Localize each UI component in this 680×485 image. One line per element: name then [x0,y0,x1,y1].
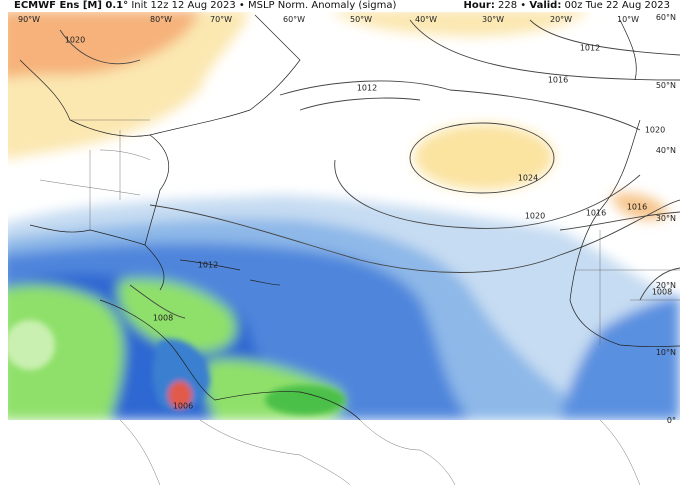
anomaly-field [8,12,680,420]
latitude-label: 60°N [656,13,676,22]
longitude-label: 30°W [482,15,504,24]
contour-label: 1016 [586,209,606,218]
coastlines [19,14,680,420]
latitude-label: 30°N [656,214,676,223]
contour-label: 1016 [627,203,647,212]
latitude-label: 40°N [656,146,676,155]
init-time: Init 12z 12 Aug 2023 [131,0,236,11]
longitude-label: 80°W [150,15,172,24]
longitude-labels: 90°W 80°W 70°W 60°W 50°W 40°W 30°W 20°W 10°W [18,15,639,24]
contour-label: 1008 [153,314,173,323]
contour-labels: 1020 1012 1016 1012 1020 1024 1020 1016 1016 1012… [65,36,672,411]
hour-label: Hour: [463,0,495,11]
contour-label: 1020 [525,212,545,221]
hour: 228 [498,0,518,11]
latitude-labels: 60°N 50°N 40°N 30°N 20°N 10°N 0° [656,13,676,425]
header: ECMWF Ens [M] 0.1° Init 12z 12 Aug 2023 … [0,0,680,12]
longitude-label: 20°W [550,15,572,24]
valid-time: 00z Tue 22 Aug 2023 [564,0,670,11]
model-title: ECMWF Ens [M] 0.1° [14,0,129,11]
longitude-label: 60°W [283,15,305,24]
contour-label: 1012 [580,44,600,53]
separator: • [520,0,527,11]
contour-label: 1020 [65,36,85,45]
latitude-label: 10°N [656,348,676,357]
longitude-label: 70°W [210,15,232,24]
contour-label: 1006 [173,402,193,411]
longitude-label: 50°W [350,15,372,24]
separator: • [238,0,245,11]
valid-label: Valid: [529,0,562,11]
header-right: Hour: 228 • Valid: 00z Tue 22 Aug 2023 [464,0,670,12]
longitude-label: 10°W [617,15,639,24]
longitude-label: 90°W [18,15,40,24]
borders [39,119,680,345]
contour-label: 1012 [198,261,218,270]
contour-label: 1024 [518,174,538,183]
latitude-label: 0° [667,416,676,425]
contour-label: 1012 [357,84,377,93]
isobars [59,19,680,319]
contour-label: 1020 [645,126,665,135]
contour-label: 1008 [652,288,672,297]
latitude-label: 50°N [656,81,676,90]
header-left: ECMWF Ens [M] 0.1° Init 12z 12 Aug 2023 … [14,0,396,12]
longitude-label: 40°W [415,15,437,24]
contour-label: 1016 [548,76,568,85]
product: MSLP Norm. Anomaly (sigma) [247,0,397,11]
latitude-label: 20°N [656,281,676,290]
land-outside-field [119,419,641,485]
